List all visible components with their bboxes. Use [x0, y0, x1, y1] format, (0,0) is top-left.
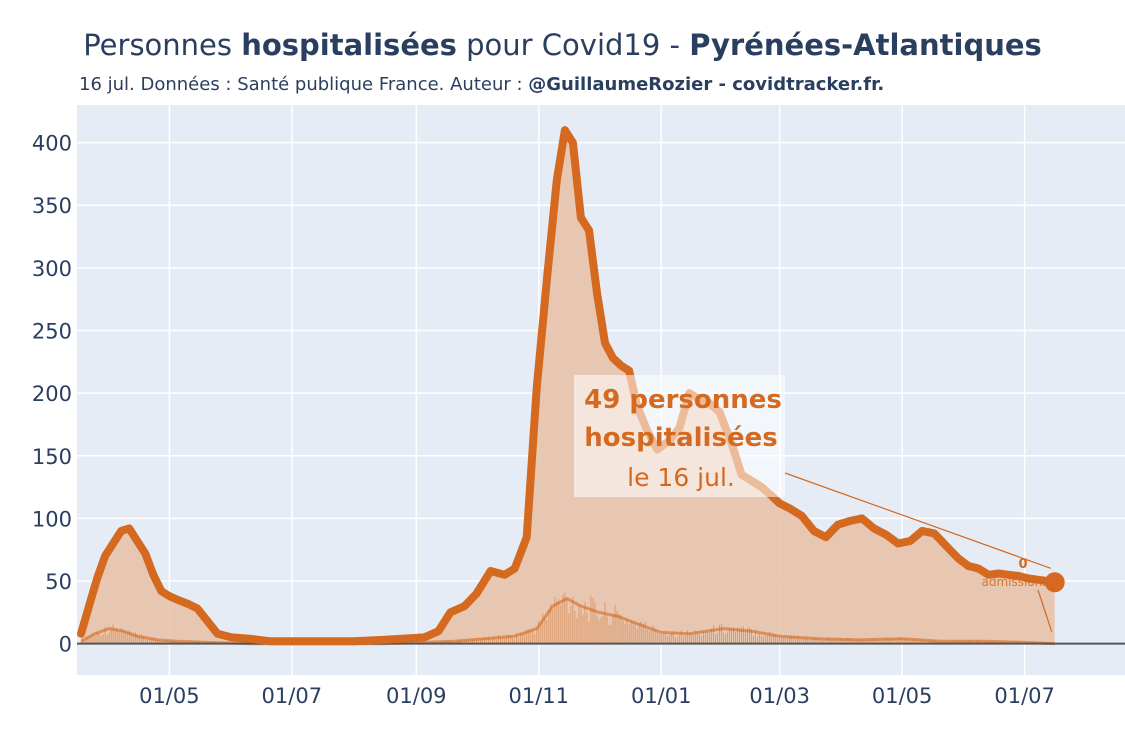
y-axis: 0 50 100 150 200 250 300 350 400: [32, 132, 72, 657]
title-bold: hospitalisées: [241, 28, 457, 62]
x-tick-label: 01/07: [262, 684, 323, 708]
y-tick-label: 150: [32, 445, 72, 469]
title-pre: Personnes: [83, 28, 242, 62]
hosp-line: [77, 126, 1059, 646]
y-tick-label: 250: [32, 319, 72, 343]
x-axis: 01/05 01/07 01/09 01/11 01/01 01/03 01/05 01/07: [139, 684, 1055, 708]
chart-title: Personnes hospitalisées pour Covid19 - P…: [0, 28, 1125, 62]
y-tick-label: 200: [32, 382, 72, 406]
subtitle-pre: 16 jul. Données : Santé publique France.…: [79, 74, 529, 95]
admissions-arrow: [1037, 589, 1053, 632]
y-tick-label: 300: [32, 257, 72, 281]
annotation-arrow: [784, 472, 1051, 569]
x-tick-label: 01/05: [872, 684, 933, 708]
x-tick-label: 01/03: [749, 684, 810, 708]
annotation-line1: 49 personnes: [584, 385, 782, 415]
x-tick-label: 01/07: [994, 684, 1055, 708]
title-mid: pour Covid19 -: [456, 28, 690, 62]
x-tick-label: 01/09: [386, 684, 447, 708]
chart-subtitle: 16 jul. Données : Santé publique France.…: [79, 74, 884, 95]
annotation-box: [574, 375, 785, 497]
y-tick-label: 400: [32, 132, 72, 156]
last-point-marker: [1044, 572, 1065, 593]
y-tick-label: 50: [45, 570, 72, 594]
x-tick-label: 01/05: [139, 684, 200, 708]
annotation-line2: hospitalisées: [584, 423, 777, 453]
hosp-area: [81, 130, 1055, 644]
x-tick-label: 01/01: [631, 684, 692, 708]
admissions-label: admissions: [981, 575, 1048, 589]
subtitle-author: @GuillaumeRozier - covidtracker.fr.: [528, 74, 885, 95]
y-tick-label: 350: [32, 194, 72, 218]
y-tick-label: 100: [32, 507, 72, 531]
admissions-value: 0: [1018, 557, 1027, 572]
annotation-line3: le 16 jul.: [627, 463, 735, 492]
x-tick-label: 01/11: [508, 684, 569, 708]
title-region: Pyrénées-Atlantiques: [689, 28, 1042, 62]
y-tick-label: 0: [59, 633, 72, 657]
admissions-line: [80, 596, 1055, 646]
